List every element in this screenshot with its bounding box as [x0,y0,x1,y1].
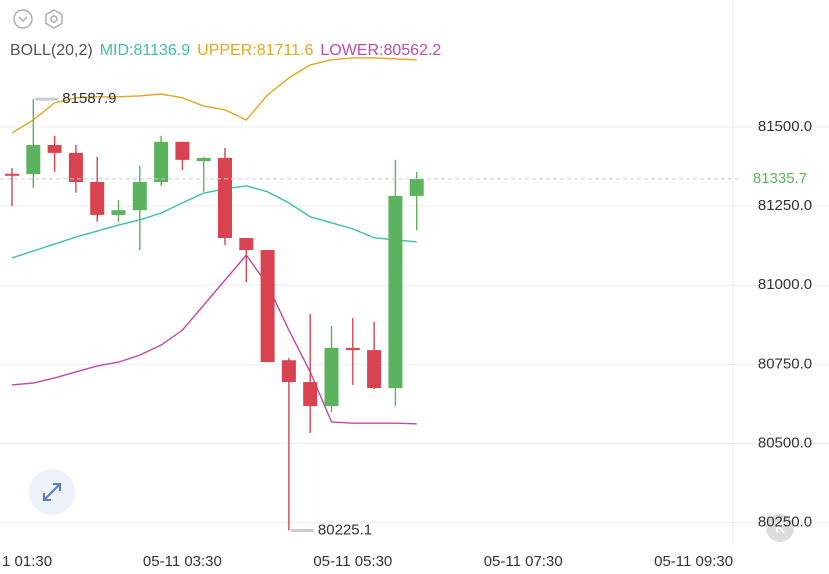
svg-text:K: K [775,520,785,536]
candle-body [5,173,19,176]
candle-body [345,347,360,351]
top-icons [13,9,63,29]
legend-entry: LOWER:80562.2 [320,42,441,59]
candle-body [388,195,403,389]
legend-entry: UPPER:81711.6 [197,42,313,59]
x-tick-label: 05-11 05:30 [313,553,392,570]
y-tick-label: 81250.0 [758,197,812,214]
y-tick-label: 81500.0 [758,118,812,135]
y-tick-label: 80750.0 [758,355,812,372]
candle-body [281,360,296,383]
last-price: 81335.7 [753,170,807,187]
expand-button[interactable] [29,469,75,515]
watermark: K [766,514,794,542]
candle-body [303,382,318,407]
x-tick-label: 05-11 03:30 [143,553,222,570]
candle-body [132,182,147,211]
legend-entry: MID:81136.9 [100,42,191,59]
y-tick-label: 81000.0 [758,276,812,293]
legend-entry: BOLL(20,2) [10,42,93,59]
candle-body [154,141,169,183]
candle-body [26,144,41,175]
x-tick-label: 1 01:30 [2,553,52,570]
candle-body [196,157,211,162]
last-price-box [738,166,829,191]
y-tick-label: 80250.0 [758,514,812,531]
candle-body [111,210,126,215]
y-tick-label: 80500.0 [758,434,812,451]
candle-body [367,350,382,389]
x-tick-label: 05-11 09:30 [654,553,733,570]
candle-body [260,250,275,363]
high-marker: 81587.9 [62,90,116,107]
candle-body [47,144,62,153]
candle-body [68,152,83,183]
low-marker: 80225.1 [318,521,372,538]
candle-body [239,238,254,251]
boll-line [11,185,417,259]
boll-line [11,253,417,425]
candle-body [90,182,105,215]
candle-body [409,178,424,196]
candle-body [218,157,232,239]
x-tick-label: 05-11 07:30 [484,553,563,570]
candle-body [175,141,190,160]
candle-body [324,347,339,407]
boll-line [11,57,417,134]
